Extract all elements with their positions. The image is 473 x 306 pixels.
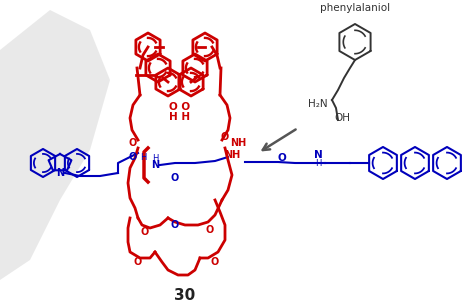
Text: phenylalaniol: phenylalaniol [320,3,390,13]
Text: O: O [278,153,286,163]
Text: N: N [314,150,323,160]
Text: H H: H H [169,112,191,122]
Text: O: O [171,173,179,183]
Text: H: H [315,159,321,167]
Text: H: H [140,152,146,162]
Text: O: O [211,257,219,267]
Polygon shape [0,10,110,280]
Text: NH: NH [230,138,246,148]
Text: O: O [134,257,142,267]
Text: 30: 30 [175,289,196,304]
Text: O: O [129,138,137,148]
Text: OH: OH [334,113,350,123]
Text: NH: NH [224,150,240,160]
Text: O O: O O [169,102,191,112]
Text: H₂N: H₂N [308,99,328,109]
Text: N: N [151,160,159,170]
Text: O: O [206,225,214,235]
Text: O: O [221,132,229,142]
Text: O: O [141,227,149,237]
Text: H: H [152,154,158,162]
Text: O: O [171,220,179,230]
Text: N: N [56,168,64,178]
Text: O: O [129,152,137,162]
